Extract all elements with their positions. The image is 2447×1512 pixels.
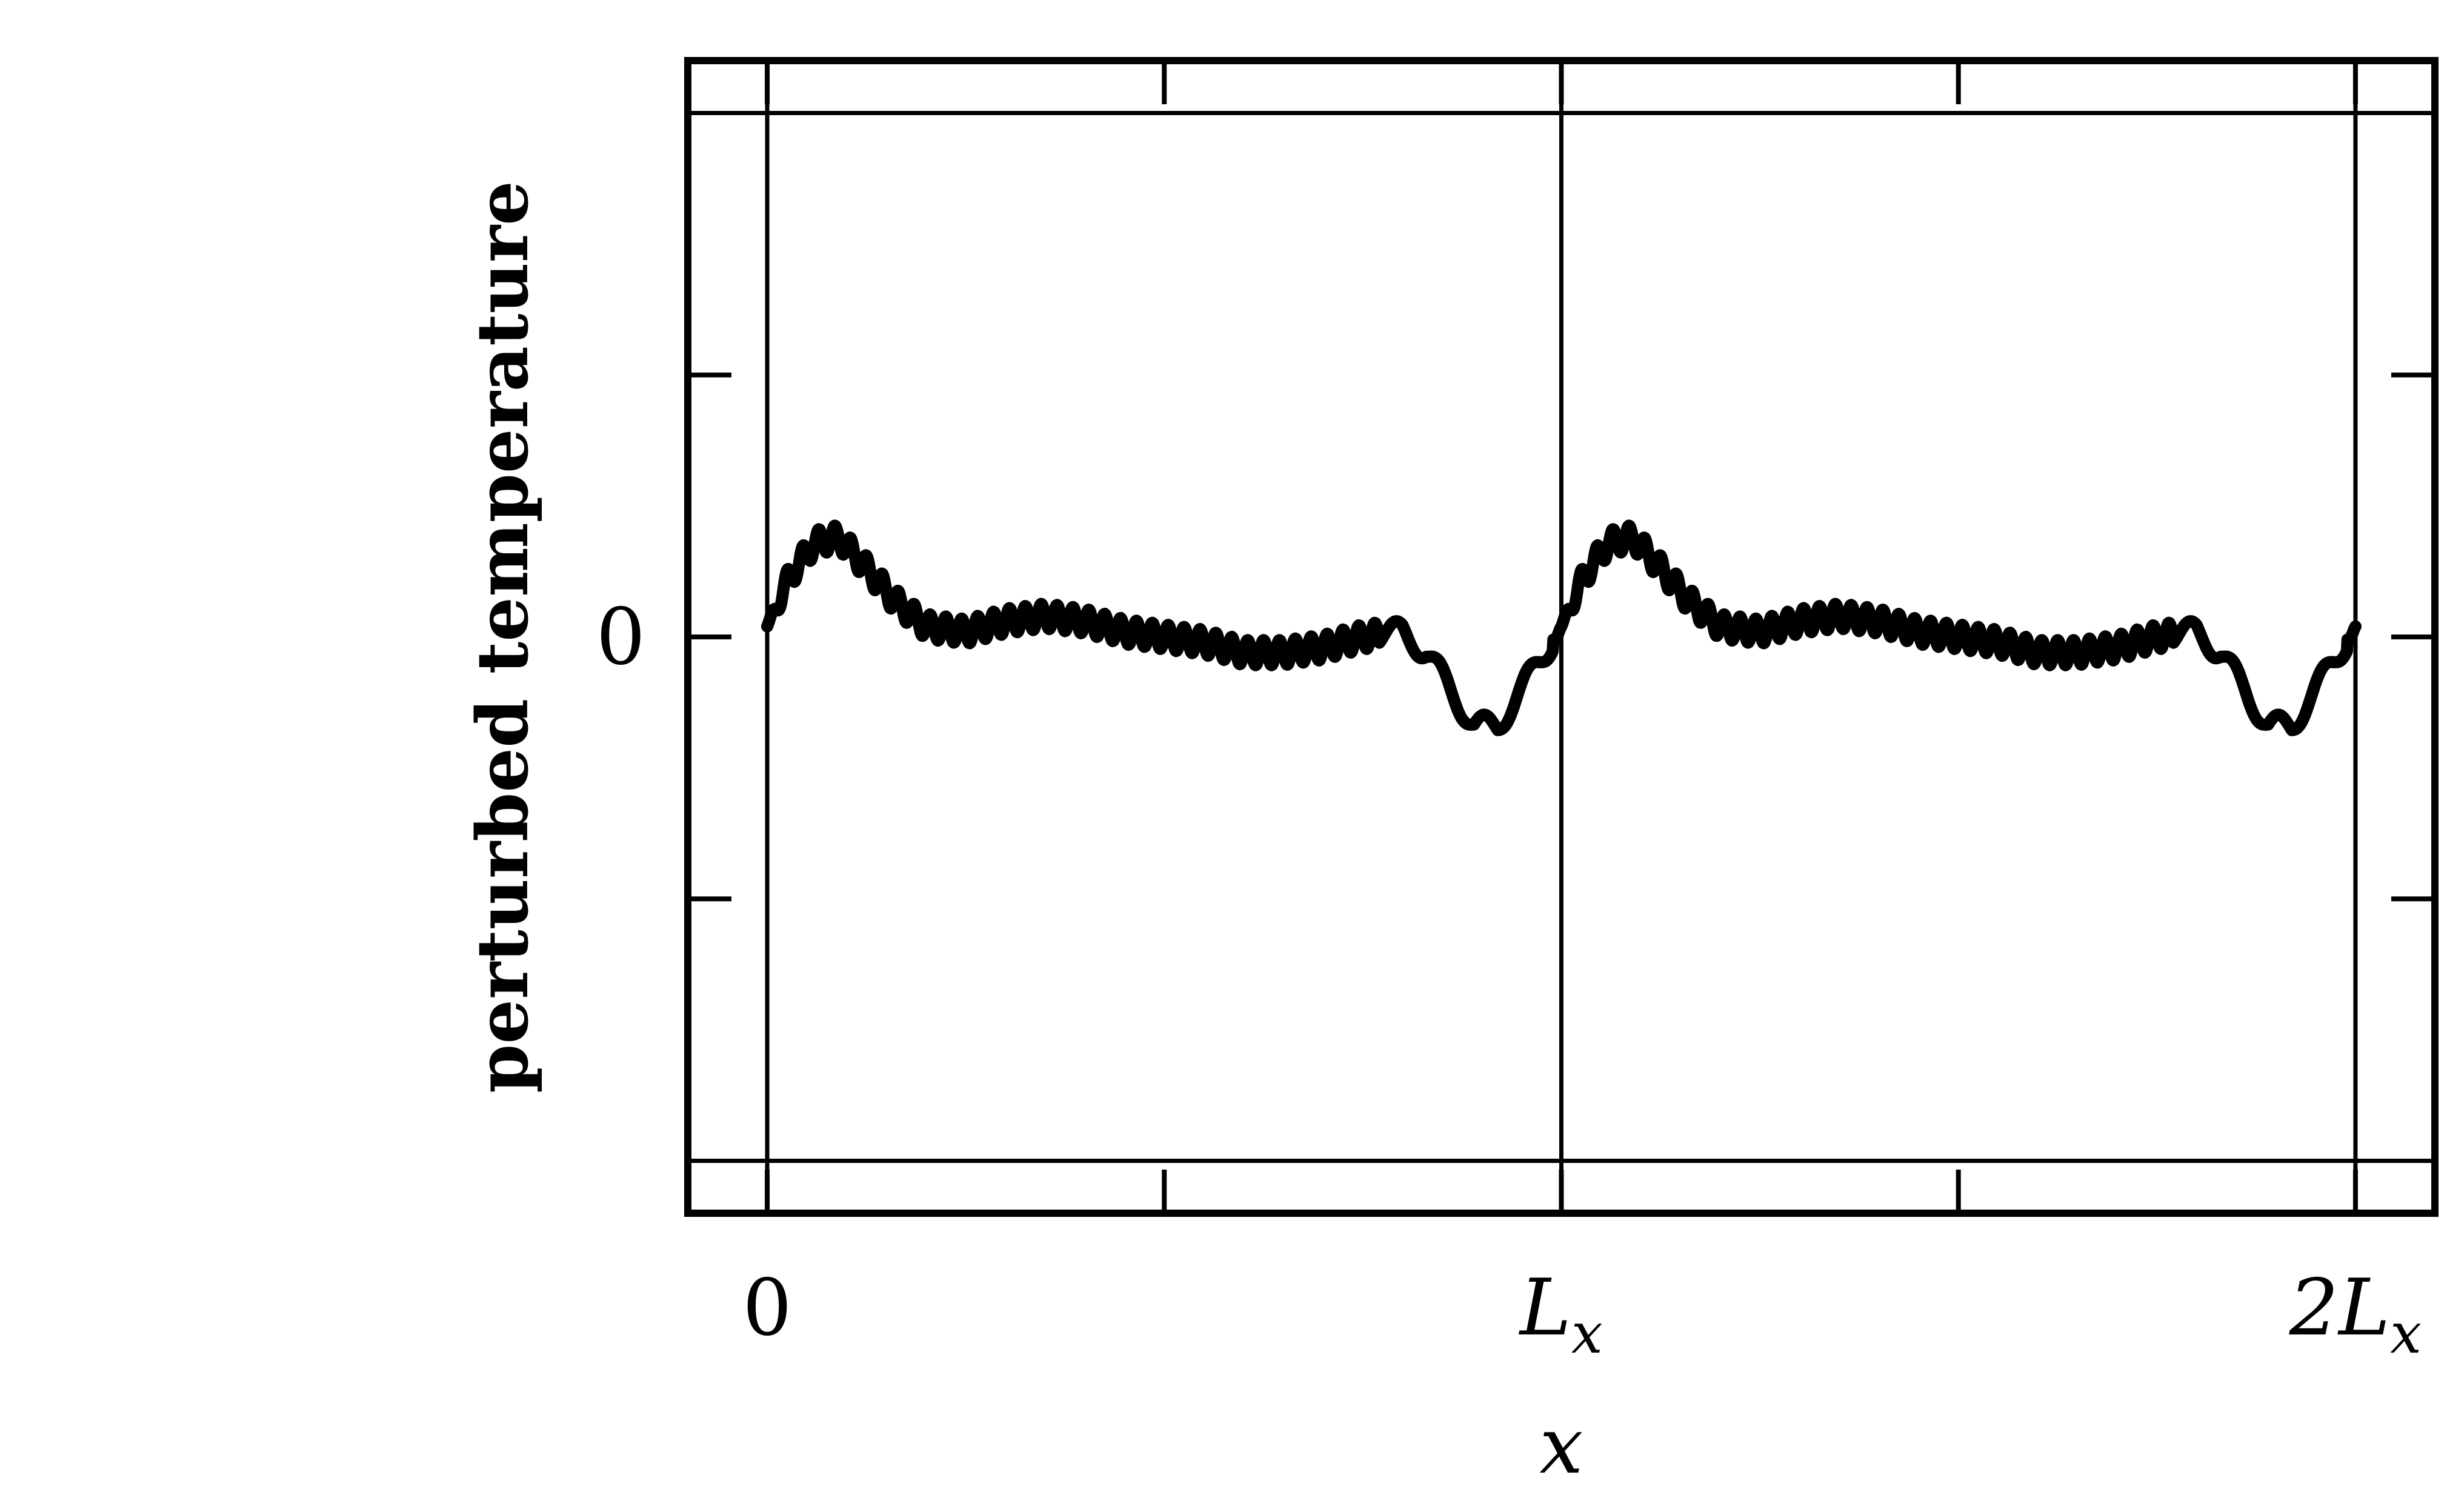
x-tick-label-subscript: x	[2390, 1301, 2422, 1366]
y-tick-label: 0	[596, 592, 645, 682]
x-tick-label-main: L	[1519, 1263, 1571, 1353]
x-tick-label: Lx	[1519, 1263, 1603, 1366]
x-tick-label-main: 2L	[2289, 1263, 2390, 1353]
x-axis-label: x	[1539, 1401, 1583, 1491]
x-tick-label-subscript: x	[1571, 1301, 1603, 1366]
x-tick-label: 2Lx	[2289, 1263, 2422, 1366]
series-line	[761, 519, 2362, 736]
x-tick-label-main: 0	[742, 1263, 791, 1353]
y-axis-label: perturbed temperature	[462, 181, 544, 1093]
x-tick-label: 0	[742, 1263, 791, 1353]
